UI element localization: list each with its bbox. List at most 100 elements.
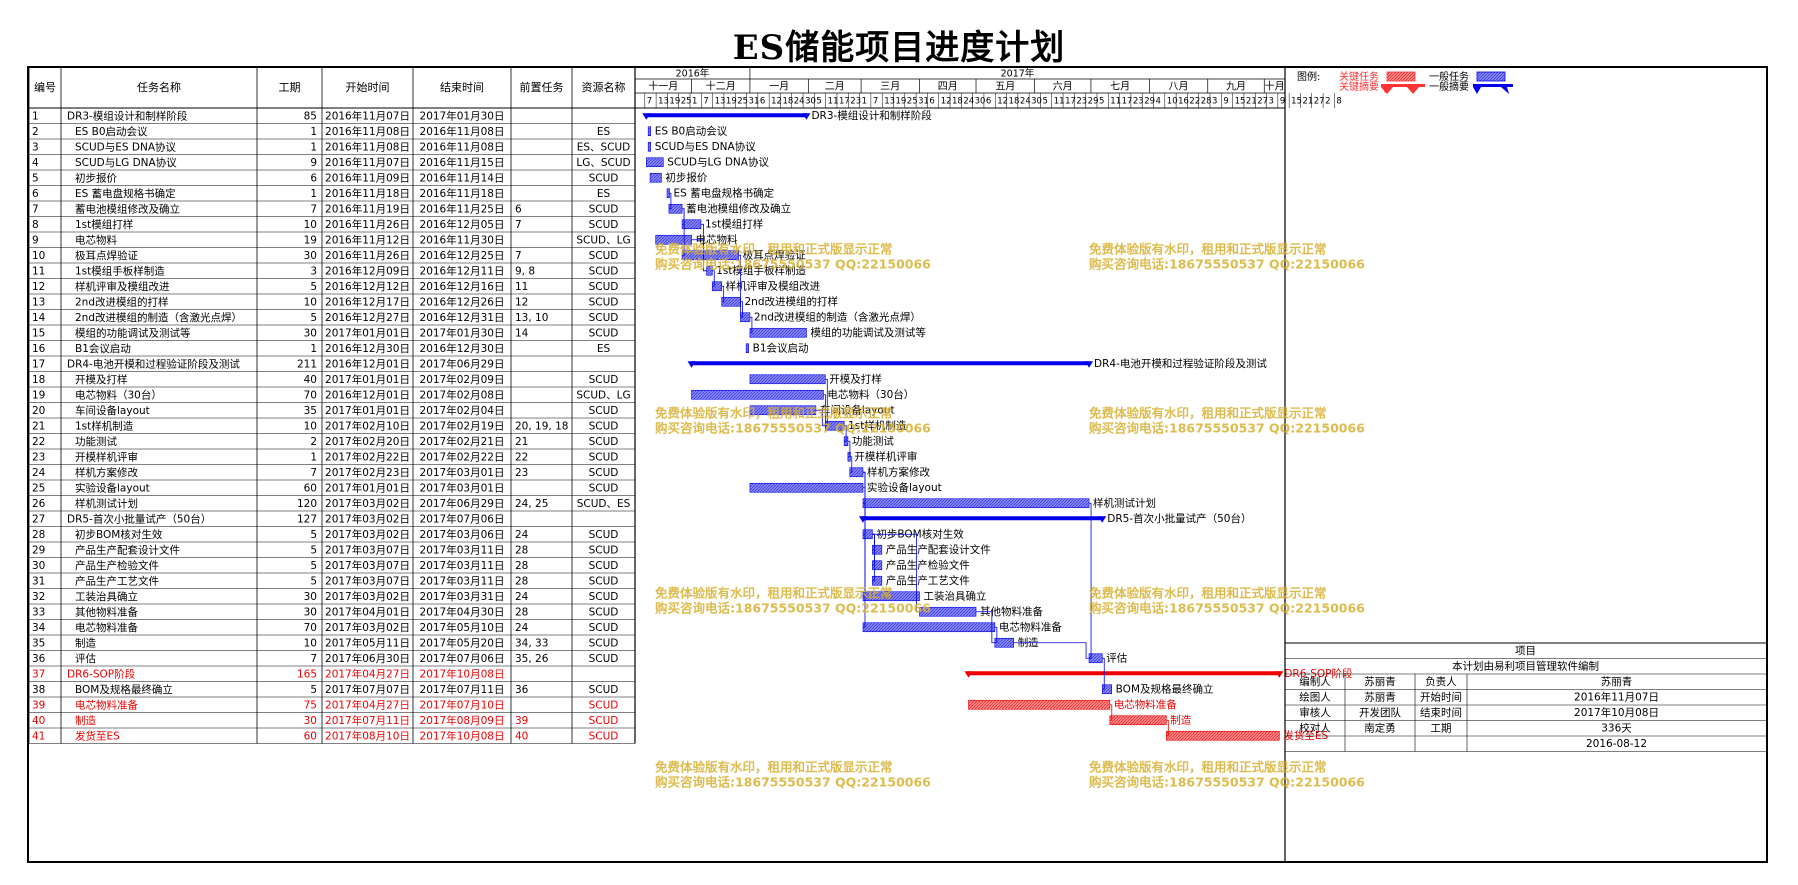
- task-name: ES B0启动会议: [75, 125, 148, 138]
- task-resource: SCUD: [589, 575, 619, 587]
- task-resource: ES: [597, 343, 611, 355]
- task-resource: SCUD: [589, 622, 619, 634]
- dependency-link: [1166, 719, 1169, 737]
- legend-normal-bar: [1476, 71, 1506, 82]
- day-label: 21: [1302, 97, 1313, 107]
- task-name: 样机评审及模组改进: [75, 280, 170, 293]
- task-name: DR3-模组设计和制样阶段: [67, 109, 188, 122]
- dependency-link: [872, 533, 920, 613]
- task-resource: SCUD: [589, 715, 619, 727]
- task-duration: 10: [304, 296, 317, 308]
- task-start: 2017年04月27日: [325, 667, 410, 680]
- task-resource: ES: [597, 188, 611, 200]
- task-resource: SCUD: [589, 482, 619, 494]
- task-id: 18: [32, 374, 45, 386]
- dependency-link: [749, 316, 753, 334]
- bar-label: 模组的功能调试及测试等: [810, 326, 926, 339]
- bar-label: DR3-模组设计和制样阶段: [811, 109, 932, 122]
- dependency-link: [712, 270, 715, 287]
- summary-bar-end: [802, 113, 811, 120]
- task-duration: 75: [304, 699, 317, 711]
- task-bar: [749, 482, 864, 493]
- day-label: 18: [952, 97, 963, 107]
- task-name: 发货至ES: [75, 729, 120, 742]
- task-id: 3: [32, 141, 39, 153]
- task-predecessor: 11: [515, 281, 528, 293]
- column-header: 编号: [34, 80, 56, 94]
- day-label: 5: [1042, 97, 1047, 107]
- day-label: 23: [850, 97, 861, 107]
- task-end: 2016年12月31日: [420, 311, 505, 324]
- task-end: 2017年07月06日: [420, 512, 505, 525]
- task-start: 2016年12月09日: [325, 264, 410, 277]
- task-bar: [994, 637, 1014, 648]
- task-end: 2017年03月01日: [420, 481, 505, 494]
- watermark-line2: 购买咨询电话:18675550537 QQ:22150066: [655, 257, 931, 272]
- info-cell: 审核人: [1299, 706, 1331, 719]
- task-duration: 165: [297, 668, 317, 680]
- task-duration: 127: [297, 513, 317, 525]
- task-name: 实验设备layout: [75, 481, 150, 494]
- task-duration: 120: [297, 498, 317, 510]
- task-id: 6: [32, 188, 39, 200]
- bar-label: SCUD与ES DNA协议: [655, 140, 757, 153]
- month-label: 七月: [1110, 81, 1130, 93]
- task-bar: [647, 126, 651, 137]
- task-start: 2016年11月07日: [325, 109, 410, 122]
- task-predecessor: 6: [515, 203, 522, 215]
- task-start: 2016年12月27日: [325, 311, 410, 324]
- task-resource: SCUD: [589, 219, 619, 231]
- task-id: 7: [32, 203, 39, 215]
- task-start: 2016年12月30日: [325, 342, 410, 355]
- task-start: 2017年04月01日: [325, 605, 410, 618]
- bar-label: 电芯物料准备: [999, 620, 1062, 633]
- task-id: 1: [32, 110, 39, 122]
- task-start: 2016年11月26日: [325, 249, 410, 262]
- task-predecessor: 24: [515, 591, 529, 603]
- year-label: 2017年: [1001, 68, 1035, 80]
- task-end: 2017年03月01日: [420, 466, 505, 479]
- task-predecessor: 34, 33: [515, 637, 548, 649]
- month-label: 四月: [938, 81, 958, 93]
- task-resource: SCUD: [589, 405, 619, 417]
- task-resource: SCUD: [589, 637, 619, 649]
- task-end: 2017年02月09日: [420, 373, 505, 386]
- day-label: 9: [1223, 97, 1228, 107]
- task-resource: SCUD: [589, 560, 619, 572]
- task-duration: 1: [310, 343, 317, 355]
- task-duration: 5: [310, 529, 317, 541]
- task-name: DR4-电池开模和过程验证阶段及测试: [67, 357, 240, 370]
- task-start: 2017年02月10日: [325, 419, 410, 432]
- task-resource: SCUD、LG: [576, 234, 630, 246]
- task-name: SCUD与LG DNA协议: [75, 156, 177, 169]
- task-id: 39: [32, 699, 45, 711]
- day-label: 1: [862, 97, 867, 107]
- task-predecessor: 24: [515, 622, 529, 634]
- task-predecessor: 21: [515, 436, 528, 448]
- task-start: 2017年03月02日: [325, 512, 410, 525]
- legend-label: 图例:: [1297, 70, 1320, 83]
- bar-label: 1st模组打样: [705, 217, 763, 230]
- task-id: 36: [32, 653, 46, 665]
- task-id: 22: [32, 436, 45, 448]
- bar-label: 电芯物料: [696, 233, 738, 246]
- day-label: 5: [816, 97, 821, 107]
- watermark-line2: 购买咨询电话:18675550537 QQ:22150066: [655, 601, 931, 616]
- task-duration: 5: [310, 281, 317, 293]
- task-start: 2016年11月07日: [325, 156, 410, 169]
- legend-critical-summary-start: [1381, 84, 1389, 93]
- day-label: 4: [1156, 97, 1161, 107]
- task-duration: 5: [310, 684, 317, 696]
- day-label: 16: [1178, 97, 1189, 107]
- task-predecessor: 40: [515, 730, 528, 742]
- task-predecessor: 28: [515, 560, 528, 572]
- task-start: 2017年03月02日: [325, 528, 410, 541]
- task-id: 2: [32, 126, 39, 138]
- month-label: 九月: [1226, 81, 1246, 93]
- task-bar: [646, 157, 664, 168]
- task-end: 2016年12月05日: [420, 218, 505, 231]
- task-end: 2016年11月30日: [420, 233, 505, 246]
- day-label: 1: [692, 97, 697, 107]
